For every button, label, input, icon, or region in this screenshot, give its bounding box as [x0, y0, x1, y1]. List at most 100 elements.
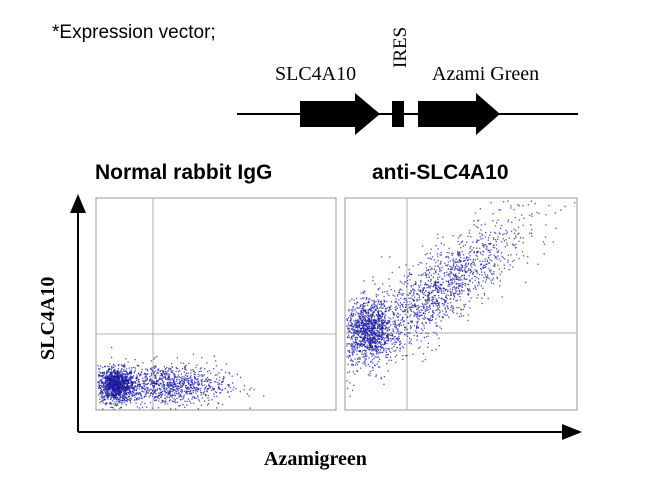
event-dot — [422, 329, 424, 332]
event-dot — [161, 379, 163, 381]
event-dot — [160, 402, 162, 404]
event-dot — [195, 392, 197, 394]
event-dot — [410, 343, 412, 345]
event-dot — [376, 340, 379, 343]
event-dot — [362, 291, 364, 293]
event-dot — [135, 379, 138, 381]
event-dot — [419, 289, 421, 291]
event-dot — [382, 326, 384, 329]
event-dot — [371, 319, 373, 321]
event-dot — [477, 294, 479, 296]
event-dot — [439, 326, 441, 328]
event-dot — [113, 408, 115, 411]
event-dot — [124, 386, 127, 388]
event-dot — [360, 321, 363, 323]
event-dot — [139, 392, 141, 395]
event-dot — [115, 391, 117, 393]
event-dot — [162, 400, 164, 402]
event-dot — [201, 397, 203, 399]
event-dot — [435, 245, 437, 247]
event-dot — [467, 314, 470, 316]
event-dot — [470, 262, 472, 265]
event-dot — [450, 301, 452, 304]
event-dot — [121, 403, 123, 405]
event-dot — [413, 291, 415, 293]
event-dot — [109, 383, 111, 385]
event-dot — [398, 291, 400, 294]
event-dot — [435, 332, 437, 334]
event-dot — [444, 314, 447, 316]
event-dot — [420, 314, 422, 316]
event-dot — [153, 358, 155, 360]
event-dot — [360, 330, 362, 333]
event-dot — [503, 264, 505, 266]
event-dot — [366, 355, 368, 357]
event-dot — [120, 390, 123, 393]
event-dot — [122, 390, 124, 392]
event-dot — [123, 402, 126, 404]
event-dot — [448, 283, 450, 285]
event-dot — [105, 383, 108, 385]
event-dot — [350, 344, 352, 346]
event-dot — [348, 351, 351, 353]
event-dot — [463, 257, 465, 259]
event-dot — [440, 260, 442, 263]
event-dot — [431, 300, 434, 303]
event-dot — [423, 336, 425, 339]
event-dot — [434, 295, 436, 297]
event-dot — [480, 267, 482, 270]
event-dot — [226, 391, 229, 393]
event-dot — [431, 299, 433, 301]
event-dot — [409, 320, 412, 322]
event-dot — [133, 388, 136, 391]
event-dot — [409, 327, 412, 330]
event-dot — [375, 375, 377, 378]
event-dot — [166, 372, 168, 374]
event-dot — [432, 316, 434, 318]
event-dot — [223, 375, 225, 378]
event-dot — [376, 334, 378, 336]
event-dot — [191, 384, 193, 386]
event-dot — [357, 325, 359, 327]
event-dot — [414, 281, 417, 283]
event-dot — [370, 343, 372, 346]
event-dot — [401, 282, 403, 284]
event-dot — [117, 388, 119, 390]
event-dot — [438, 289, 440, 291]
event-dot — [207, 403, 210, 405]
event-dot — [513, 208, 515, 211]
event-dot — [455, 266, 457, 268]
event-dot — [372, 336, 374, 338]
event-dot — [447, 289, 449, 291]
event-dot — [361, 351, 363, 353]
event-dot — [180, 395, 182, 397]
event-dot — [440, 289, 442, 291]
event-dot — [367, 374, 370, 376]
event-dot — [355, 321, 357, 323]
event-dot — [378, 335, 380, 337]
event-dot — [407, 322, 409, 324]
event-dot — [376, 315, 378, 317]
event-dot — [429, 269, 431, 271]
event-dot — [400, 324, 403, 327]
event-dot — [401, 294, 404, 297]
event-dot — [362, 322, 364, 324]
event-dot — [347, 363, 349, 365]
event-dot — [377, 335, 380, 337]
event-dot — [135, 382, 137, 384]
event-dot — [126, 388, 128, 391]
event-dot — [365, 323, 367, 325]
event-dot — [145, 380, 147, 382]
event-dot — [110, 383, 112, 385]
event-dot — [121, 379, 123, 381]
event-dot — [381, 307, 383, 309]
event-dot — [198, 370, 200, 373]
event-dot — [473, 224, 475, 226]
event-dot — [381, 320, 383, 322]
event-dot — [385, 327, 387, 329]
event-dot — [496, 256, 498, 258]
event-dot — [124, 396, 126, 398]
event-dot — [392, 317, 394, 319]
event-dot — [110, 374, 112, 376]
event-dot — [148, 396, 150, 398]
